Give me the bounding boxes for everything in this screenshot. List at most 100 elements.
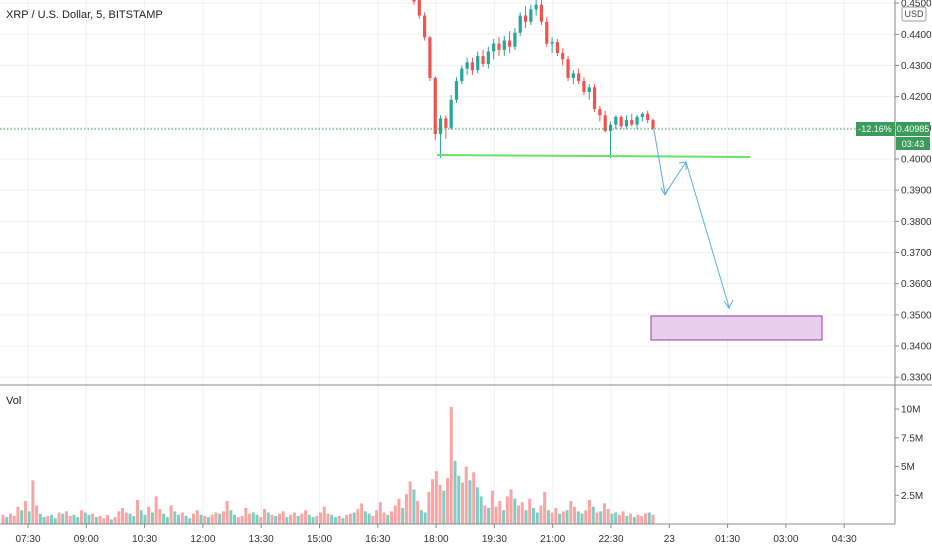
volume-bar (61, 513, 65, 524)
volume-bar (270, 514, 274, 524)
time-tick-label: 04:30 (832, 534, 857, 545)
volume-bar (76, 517, 80, 524)
change-tag-bg (856, 122, 895, 136)
volume-bar (210, 514, 214, 524)
volume-bar (113, 517, 117, 524)
volume-bar (490, 490, 494, 524)
volume-bar (289, 514, 293, 524)
volume-bar (102, 518, 106, 524)
candle-body (486, 51, 490, 64)
volume-bar (8, 513, 12, 524)
volume-bar (390, 511, 394, 524)
target-zone-rectangle[interactable] (650, 315, 823, 341)
volume-bar (397, 498, 401, 524)
candle (614, 115, 618, 130)
volume-bar (584, 510, 588, 524)
time-tick-label: 03:00 (773, 534, 798, 545)
volume-bar (229, 510, 233, 524)
candle-body (561, 52, 565, 60)
last-price-tag-bg (896, 122, 930, 136)
price-axis[interactable]: 0.450000.440000.430000.420000.410000.400… (895, 0, 932, 384)
candle-body (465, 62, 469, 69)
time-tick-label: 19:30 (482, 534, 507, 545)
candle (438, 115, 443, 159)
candle (550, 37, 554, 53)
volume-bar (591, 506, 595, 524)
volume-bar (184, 515, 188, 524)
support-trendline[interactable] (436, 154, 751, 158)
volume-bar (539, 505, 543, 524)
currency-badge[interactable]: USD (904, 9, 924, 19)
candle (555, 38, 559, 57)
volume-bar (259, 517, 263, 524)
countdown-tag-bg (896, 137, 930, 150)
volume-bar (498, 501, 502, 524)
chart-grid (0, 0, 895, 524)
volume-bar (438, 484, 442, 524)
volume-bar (576, 511, 580, 524)
time-axis[interactable]: 07:30 09:00 10:30 12:00 13:30 15:00 16:30 18:00… (15, 524, 857, 545)
volume-bar (356, 509, 360, 524)
candle-body (534, 4, 538, 10)
volume-bar (513, 498, 517, 524)
volume-bar (240, 515, 244, 524)
volume-bar (154, 496, 158, 524)
volume-bar (371, 515, 375, 524)
volume-bar (617, 514, 621, 524)
time-tick-label: 01:30 (715, 534, 740, 545)
candle-body (555, 42, 559, 53)
volume-bar (614, 512, 618, 524)
candle (598, 105, 602, 122)
volume-bar (262, 509, 266, 524)
volume-bar (1, 514, 5, 524)
candle-body (635, 116, 639, 125)
volume-bar (431, 479, 435, 524)
candle-body (577, 73, 581, 82)
volume-bar (266, 512, 270, 524)
volume-bar (535, 512, 539, 524)
volume-bar (16, 506, 20, 524)
volume-bar (636, 514, 640, 524)
volume-bar (602, 503, 606, 524)
volume-bar (569, 501, 573, 524)
volume-bar (5, 517, 9, 524)
candle (486, 46, 490, 69)
volume-bar (27, 511, 31, 524)
candle-body (412, 0, 416, 2)
volume-bar (315, 515, 319, 524)
candle (470, 57, 475, 75)
volume-bar (348, 513, 352, 524)
candle-body (497, 43, 501, 50)
projection-arrowhead-2 (678, 161, 687, 170)
candle (523, 6, 528, 29)
candle-body (433, 77, 437, 135)
candle-body (539, 4, 544, 22)
volume-bar (337, 515, 341, 524)
candle (577, 68, 581, 85)
candle-body (630, 120, 634, 125)
volume-bar (554, 507, 558, 524)
volume-bar (460, 482, 464, 524)
volume-bar (277, 513, 281, 524)
candle (428, 35, 432, 82)
volume-bar (475, 487, 479, 524)
candle-body (423, 15, 427, 38)
candle (592, 84, 597, 113)
volume-bar (502, 510, 506, 524)
volume-bar (65, 511, 69, 524)
volume-bar (106, 514, 110, 524)
volume-bar (375, 510, 379, 524)
volume-bar (647, 512, 651, 524)
symbol-title: XRP / U.S. Dollar, 5, BITSTAMP (6, 9, 163, 21)
volume-bar (595, 512, 599, 524)
volume-bar (494, 506, 498, 524)
candle (454, 77, 459, 103)
volume-bar (192, 513, 196, 524)
projection-path[interactable] (653, 129, 730, 308)
volume-bars (1, 406, 655, 524)
volume-bar (472, 472, 476, 524)
